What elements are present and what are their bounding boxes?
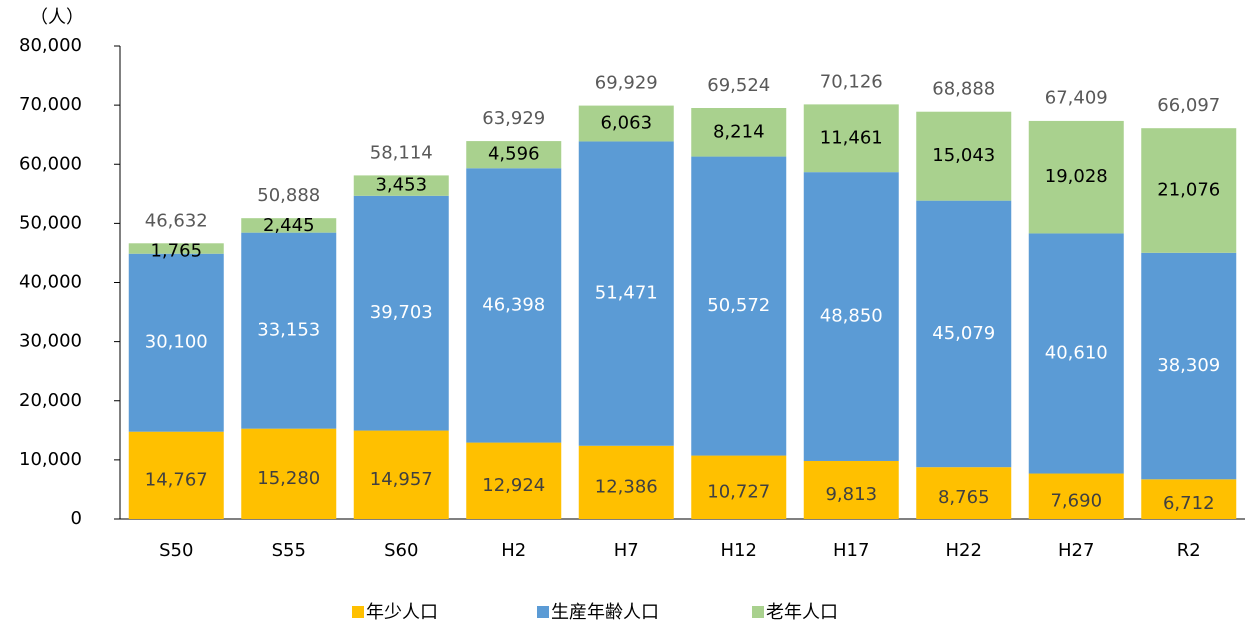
y-tick-label: 50,000	[19, 212, 82, 233]
bar-segment	[1028, 120, 1124, 234]
bar-segment	[353, 430, 449, 519]
bar-segment	[466, 141, 562, 169]
x-tick-label: H17	[833, 540, 869, 561]
total-label: 66,097	[1157, 95, 1220, 116]
value-label: 9,813	[825, 484, 877, 505]
y-tick-label: 0	[71, 508, 82, 529]
y-tick-label: 30,000	[19, 331, 82, 352]
total-label: 68,888	[932, 79, 995, 100]
value-label: 11,461	[820, 127, 883, 148]
bar-segment	[691, 455, 787, 519]
y-tick-label: 60,000	[19, 153, 82, 174]
value-label: 33,153	[257, 320, 320, 341]
value-label: 19,028	[1045, 166, 1108, 187]
value-label: 6,063	[600, 113, 652, 134]
bar-segment	[803, 104, 899, 173]
y-tick-label: 20,000	[19, 390, 82, 411]
total-label: 58,114	[370, 142, 433, 163]
value-label: 48,850	[820, 306, 883, 327]
bar-segment	[1028, 233, 1124, 474]
x-tick-label: R2	[1177, 540, 1201, 561]
y-tick-label: 40,000	[19, 272, 82, 293]
legend-label: 生産年齢人口	[551, 602, 659, 623]
bar-segment	[803, 460, 899, 519]
bar-segment	[803, 172, 899, 461]
bar-segment	[466, 168, 562, 443]
bar-segment	[128, 253, 224, 432]
value-label: 14,767	[145, 469, 208, 490]
total-label: 50,888	[257, 185, 320, 206]
x-tick-label: H2	[501, 540, 526, 561]
value-label: 45,079	[932, 323, 995, 344]
value-label: 12,924	[482, 475, 545, 496]
y-tick-label: 80,000	[19, 35, 82, 56]
bar-segment	[466, 442, 562, 519]
bar-segment	[241, 428, 337, 519]
x-tick-label: H22	[946, 540, 982, 561]
bar-segment	[578, 445, 674, 519]
total-label: 69,929	[595, 73, 658, 94]
value-label: 51,471	[595, 283, 658, 304]
bar-segment	[1141, 252, 1237, 480]
y-axis-label: （人）	[30, 7, 84, 28]
total-label: 69,524	[707, 75, 770, 96]
value-label: 50,572	[707, 295, 770, 316]
y-tick-label: 70,000	[19, 94, 82, 115]
x-tick-label: S50	[159, 540, 193, 561]
total-label: 67,409	[1045, 87, 1108, 108]
x-tick-label: S60	[384, 540, 418, 561]
value-label: 1,765	[150, 240, 202, 261]
bar-segment	[1028, 473, 1124, 519]
bar-segment	[128, 243, 224, 254]
value-label: 8,214	[713, 121, 765, 142]
bar-segment	[916, 467, 1012, 519]
value-label: 7,690	[1050, 490, 1102, 511]
value-label: 10,727	[707, 481, 770, 502]
bar-segment	[1141, 128, 1237, 253]
legend-label: 老年人口	[766, 602, 838, 623]
bar-segment	[578, 141, 674, 446]
total-label: 46,632	[145, 210, 208, 231]
x-tick-label: H12	[721, 540, 757, 561]
value-label: 46,398	[482, 294, 545, 315]
total-label: 63,929	[482, 108, 545, 129]
value-label: 6,712	[1163, 493, 1215, 514]
bar-segment	[353, 195, 449, 431]
value-label: 40,610	[1045, 342, 1108, 363]
bar-segment	[353, 175, 449, 196]
total-label: 70,126	[820, 71, 883, 92]
bar-segment	[128, 431, 224, 519]
value-label: 15,043	[932, 145, 995, 166]
bar-segment	[241, 218, 337, 233]
bar-segment	[916, 111, 1012, 201]
bar-segment	[1141, 479, 1237, 519]
value-label: 14,957	[370, 469, 433, 490]
value-label: 12,386	[595, 476, 658, 497]
x-tick-label: H7	[614, 540, 639, 561]
x-tick-label: H27	[1058, 540, 1094, 561]
bar-segment	[241, 232, 337, 429]
bar-segment	[578, 105, 674, 142]
value-label: 2,445	[263, 215, 315, 236]
x-tick-label: S55	[272, 540, 306, 561]
bar-segment	[916, 200, 1012, 468]
y-tick-label: 10,000	[19, 449, 82, 470]
value-label: 39,703	[370, 302, 433, 323]
value-label: 4,596	[488, 144, 540, 165]
legend-swatch	[352, 606, 364, 618]
legend-swatch	[537, 606, 549, 618]
value-label: 8,765	[938, 487, 990, 508]
legend-swatch	[752, 606, 764, 618]
value-label: 15,280	[257, 468, 320, 489]
value-label: 21,076	[1157, 180, 1220, 201]
value-label: 38,309	[1157, 355, 1220, 376]
bar-segment	[691, 108, 787, 157]
value-label: 30,100	[145, 332, 208, 353]
value-label: 3,453	[375, 175, 427, 196]
bar-segment	[691, 156, 787, 456]
legend-label: 年少人口	[366, 602, 438, 623]
